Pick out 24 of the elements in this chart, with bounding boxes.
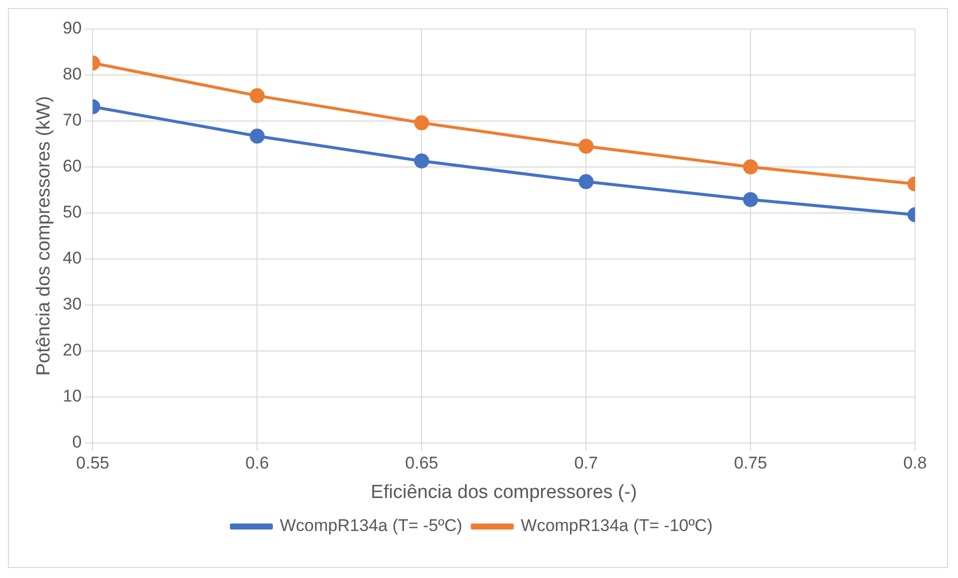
y-tick-label: 50 xyxy=(62,202,82,222)
x-tick-label: 0.6 xyxy=(245,454,269,473)
point xyxy=(414,115,430,130)
x-tick-label: 0.8 xyxy=(903,454,927,473)
x-axis-title: Eficiência dos compressores (-) xyxy=(370,482,637,503)
x-tick-label: 0.55 xyxy=(76,454,110,473)
x-tick-label: 0.75 xyxy=(734,454,768,473)
y-tick-label: 70 xyxy=(62,110,82,130)
legend-label: WcompR134a (T= -5ºC) xyxy=(280,516,462,536)
y-tick-label: 30 xyxy=(62,294,82,314)
x-tick-label: 0.7 xyxy=(574,454,598,473)
y-tick-label: 20 xyxy=(62,340,82,360)
x-tick-label: 0.65 xyxy=(405,454,438,473)
y-tick-label: 90 xyxy=(62,18,82,38)
y-tick-label: 80 xyxy=(62,64,82,84)
y-tick-label: 10 xyxy=(62,386,82,406)
y-tick-label: 0 xyxy=(72,432,82,452)
point xyxy=(414,153,430,168)
legend-label: WcompR134a (T= -10ºC) xyxy=(520,516,713,536)
y-tick-label: 40 xyxy=(62,248,82,268)
point xyxy=(578,138,594,154)
y-tick-label: 60 xyxy=(62,156,82,176)
y-axis-title: Potência dos compressores (kW) xyxy=(34,96,55,376)
point xyxy=(578,174,594,190)
